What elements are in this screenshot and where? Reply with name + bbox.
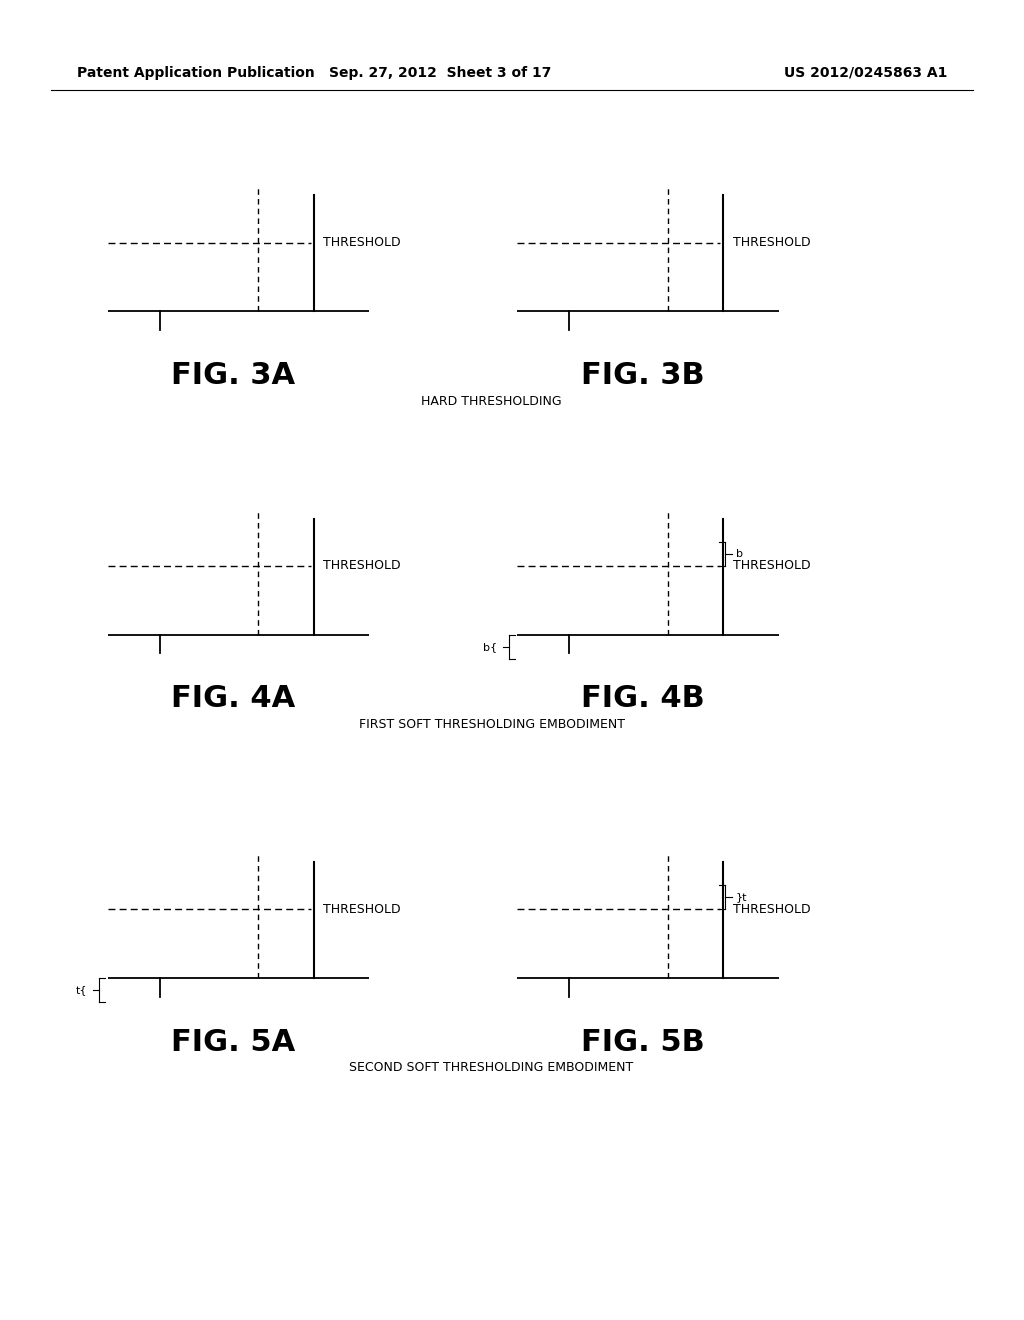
Text: THRESHOLD: THRESHOLD xyxy=(732,236,810,249)
Text: b{: b{ xyxy=(482,642,497,652)
Text: FIG. 3B: FIG. 3B xyxy=(581,362,705,389)
Text: }t: }t xyxy=(735,892,748,902)
Text: t{: t{ xyxy=(76,985,87,995)
Text: FIG. 4A: FIG. 4A xyxy=(171,685,295,713)
Text: FIG. 5A: FIG. 5A xyxy=(171,1028,295,1056)
Text: FIRST SOFT THRESHOLDING EMBODIMENT: FIRST SOFT THRESHOLDING EMBODIMENT xyxy=(358,718,625,731)
Text: THRESHOLD: THRESHOLD xyxy=(732,903,810,916)
Text: US 2012/0245863 A1: US 2012/0245863 A1 xyxy=(783,66,947,79)
Text: SECOND SOFT THRESHOLDING EMBODIMENT: SECOND SOFT THRESHOLDING EMBODIMENT xyxy=(349,1061,634,1074)
Text: THRESHOLD: THRESHOLD xyxy=(323,560,400,573)
Text: THRESHOLD: THRESHOLD xyxy=(323,236,400,249)
Text: Patent Application Publication: Patent Application Publication xyxy=(77,66,314,79)
Text: FIG. 3A: FIG. 3A xyxy=(171,362,295,389)
Text: THRESHOLD: THRESHOLD xyxy=(732,560,810,573)
Text: THRESHOLD: THRESHOLD xyxy=(323,903,400,916)
Text: HARD THRESHOLDING: HARD THRESHOLDING xyxy=(421,395,562,408)
Text: Sep. 27, 2012  Sheet 3 of 17: Sep. 27, 2012 Sheet 3 of 17 xyxy=(329,66,552,79)
Text: FIG. 4B: FIG. 4B xyxy=(581,685,705,713)
Text: FIG. 5B: FIG. 5B xyxy=(581,1028,705,1056)
Text: b: b xyxy=(735,549,742,558)
